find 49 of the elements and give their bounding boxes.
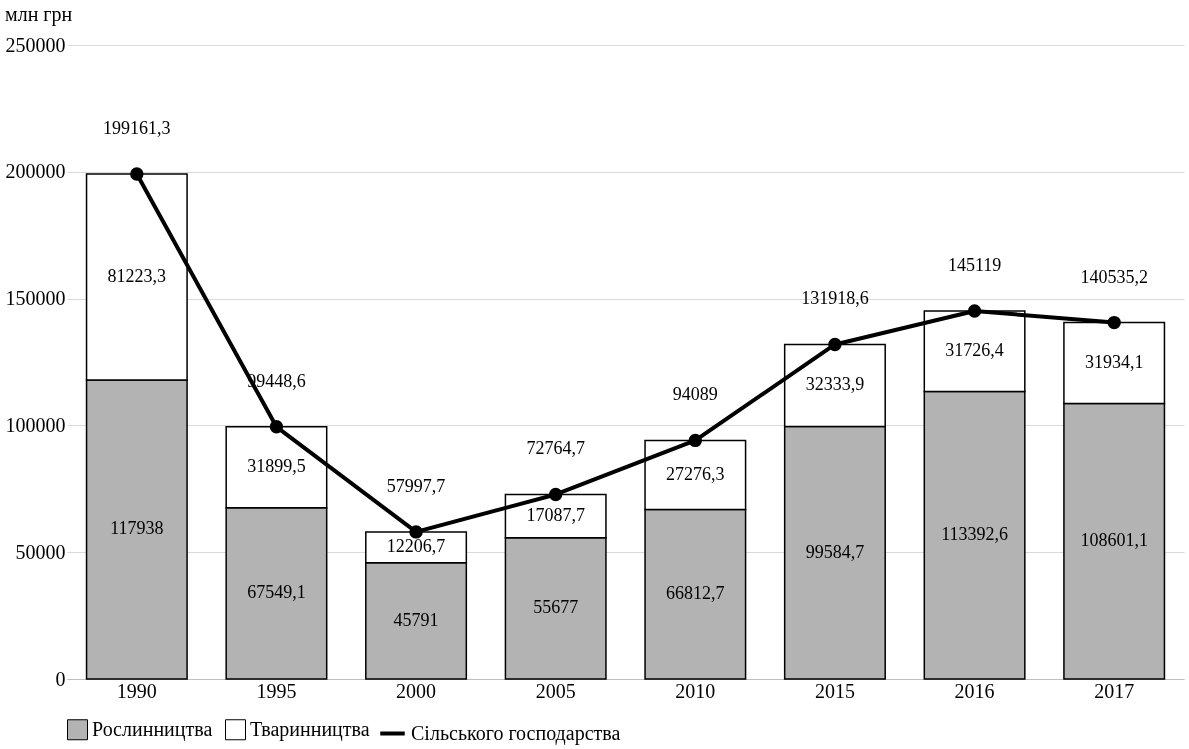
y-tick-label: 100000: [5, 413, 66, 436]
x-tick-label: 2000: [396, 679, 437, 702]
data-label: 117938: [110, 518, 164, 539]
x-tick-label: 2016: [954, 679, 995, 702]
point: [1107, 315, 1121, 330]
data-label: 55677: [533, 597, 579, 618]
data-label: 99584,7: [805, 541, 865, 562]
data-label: 66812,7: [666, 583, 725, 604]
data-label: 81223,3: [107, 265, 167, 286]
data-label: 199161,3: [103, 117, 171, 138]
data-label: 57997,7: [386, 475, 446, 496]
y-tick-label: 150000: [5, 287, 66, 310]
data-label: 45791: [393, 609, 439, 630]
data-label: 32333,9: [805, 374, 865, 395]
point: [967, 304, 982, 318]
data-label: 17087,7: [526, 505, 585, 526]
data-label: 31934,1: [1084, 352, 1144, 373]
point: [828, 337, 842, 352]
data-label: 140535,2: [1080, 266, 1148, 287]
x-tick-label: 2017: [1094, 679, 1135, 702]
data-label: 145119: [947, 254, 1002, 275]
data-label: 131918,6: [801, 288, 869, 309]
point: [269, 420, 284, 434]
data-label: 31726,4: [945, 340, 1004, 361]
y-tick-label: 0: [55, 667, 66, 690]
data-label: 67549,1: [247, 582, 306, 603]
data-label: 113392,6: [941, 524, 1008, 545]
x-tick-label: 1995: [256, 679, 297, 702]
data-label: 72764,7: [526, 438, 585, 459]
point: [688, 433, 703, 448]
point: [548, 487, 563, 502]
x-tick-label: 2005: [535, 679, 576, 702]
legend-label: Сільського господарства: [411, 721, 621, 745]
data-label: 27276,3: [666, 463, 725, 484]
y-tick-label: 250000: [5, 33, 66, 56]
y-tick-label: 200000: [5, 160, 66, 183]
data-label: 108601,1: [1080, 530, 1148, 551]
point: [409, 525, 423, 539]
y-axis-title: млн грн: [5, 3, 73, 26]
data-label: 94089: [672, 384, 718, 405]
data-label: 12206,7: [386, 536, 446, 557]
point: [130, 167, 144, 181]
x-tick-label: 2010: [675, 679, 716, 702]
x-tick-label: 2015: [814, 679, 855, 702]
y-tick-label: 50000: [15, 540, 66, 563]
data-label: 31899,5: [247, 456, 306, 477]
legend-label: Рослинництва: [92, 717, 213, 741]
x-tick-label: 1990: [116, 679, 157, 702]
legend-label: Тваринництва: [250, 717, 370, 741]
